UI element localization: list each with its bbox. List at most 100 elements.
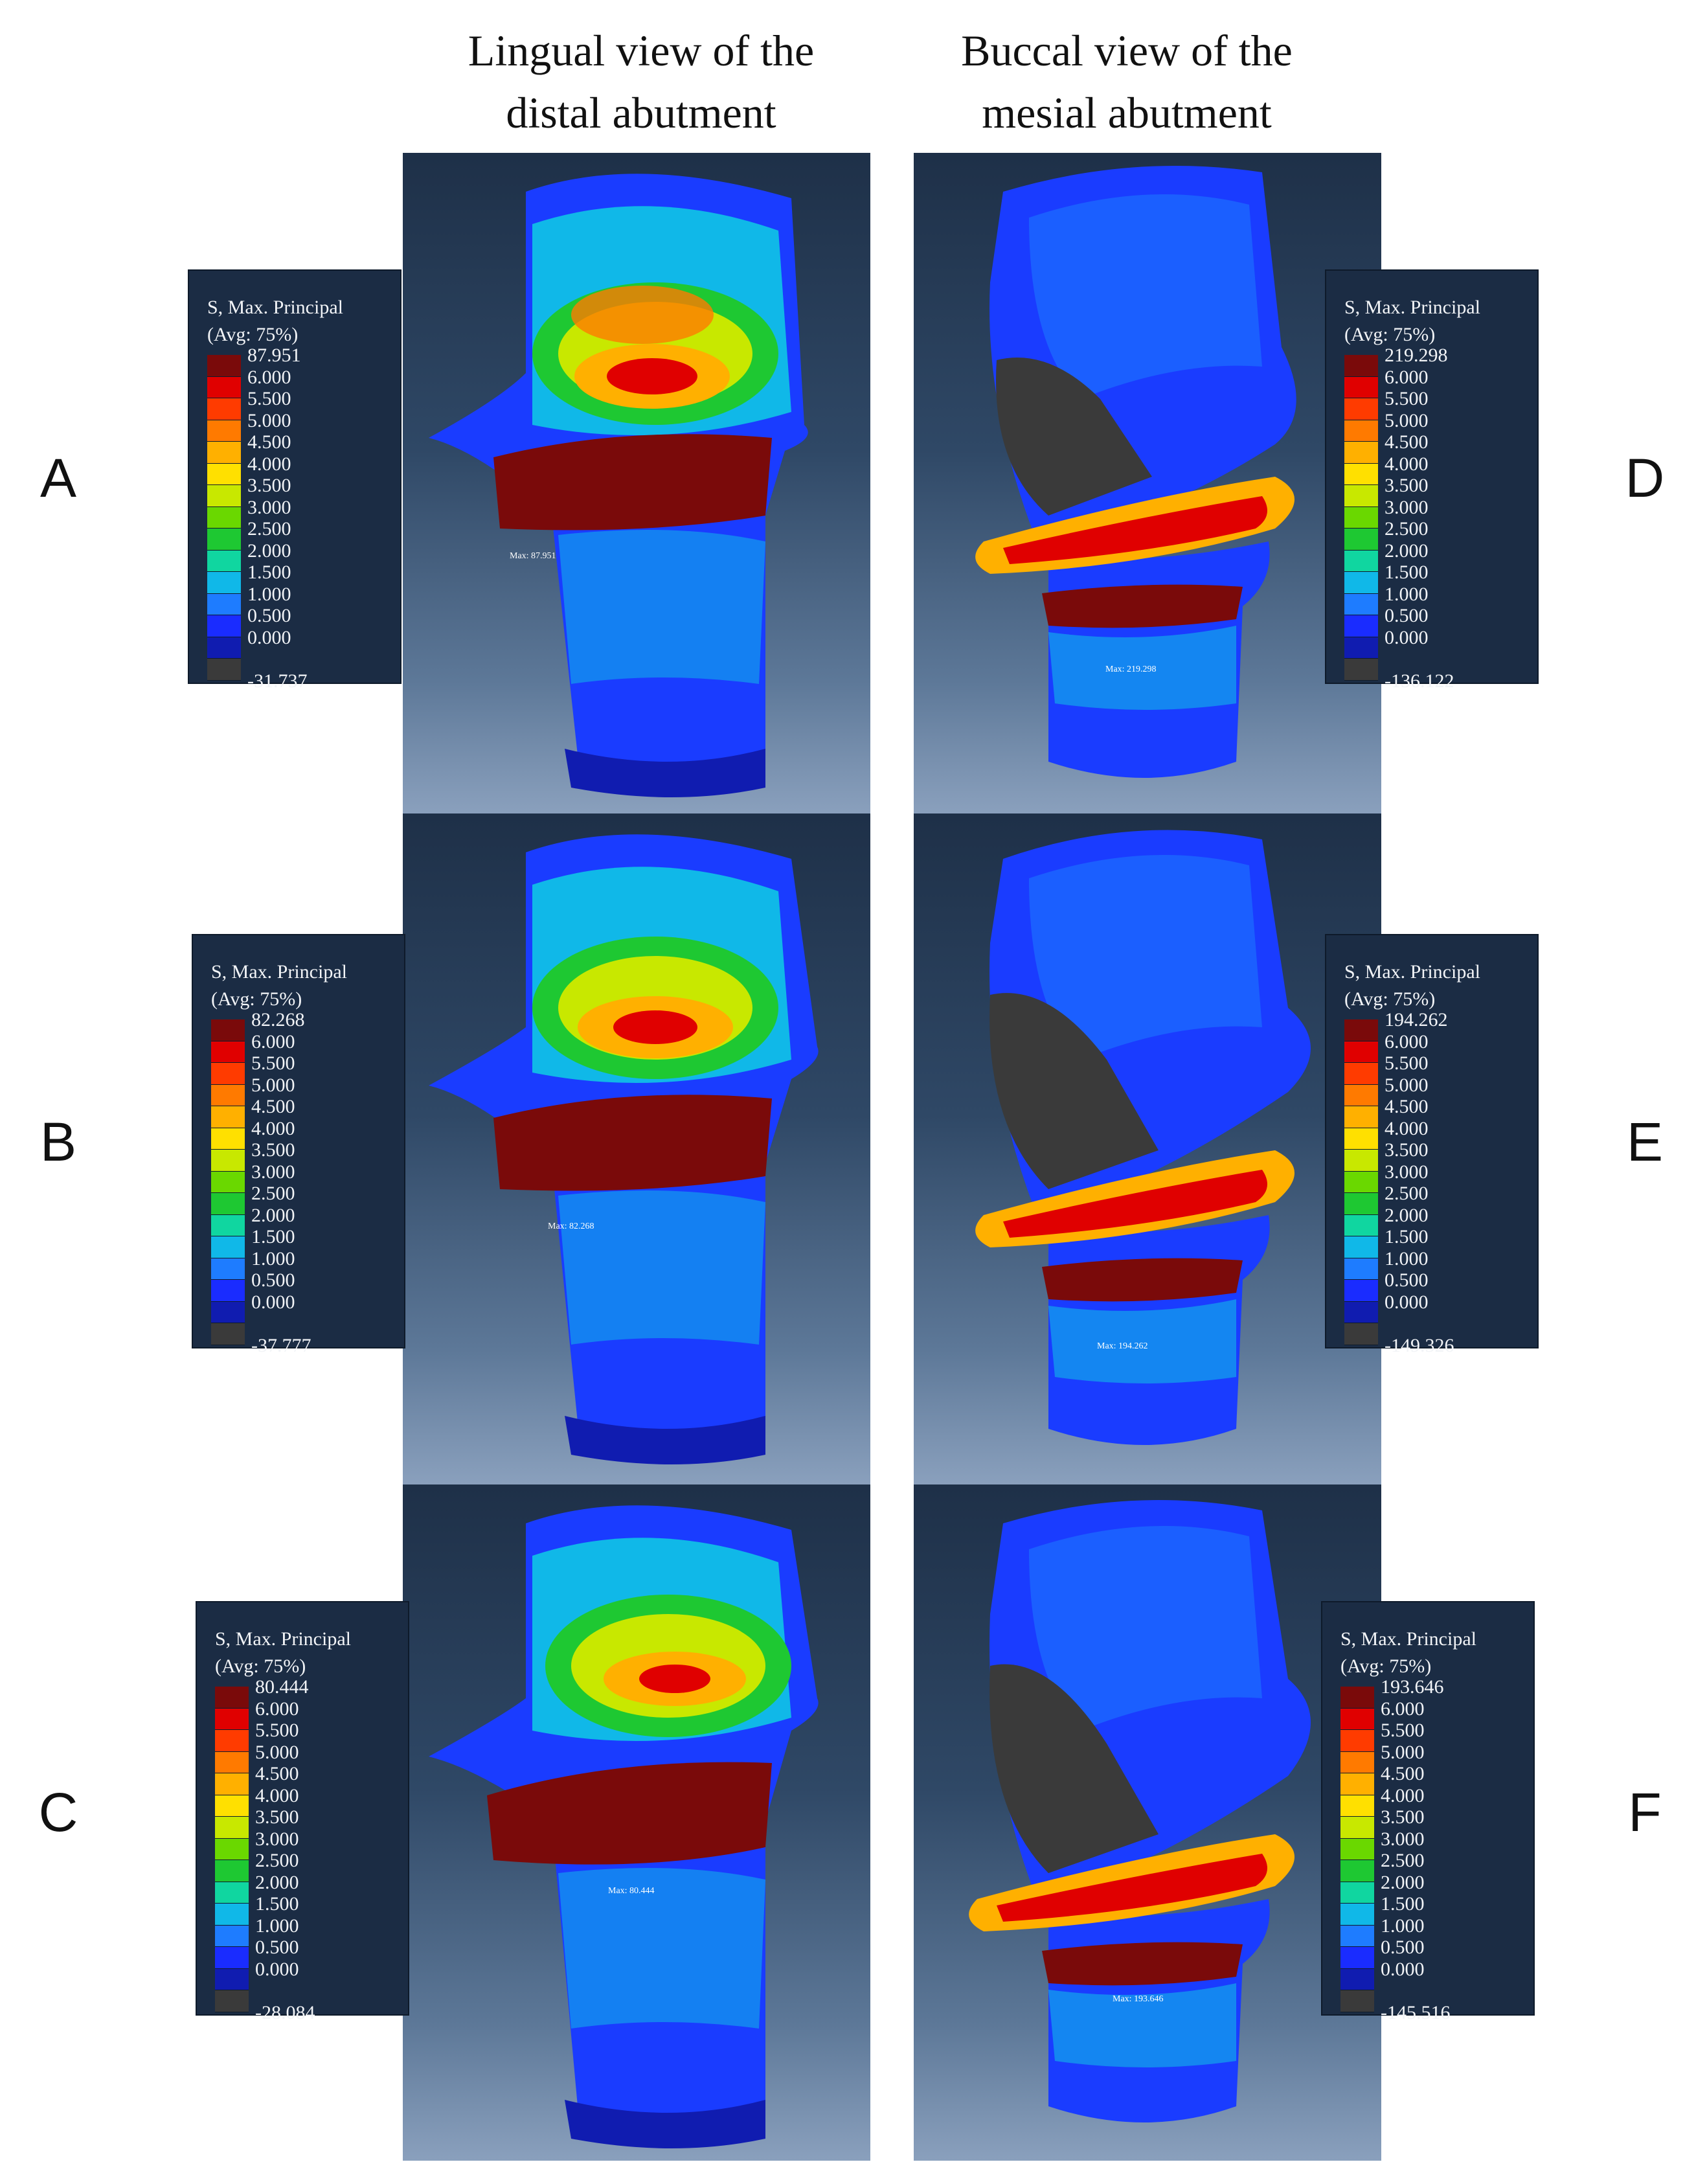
legend-value: 3.000 bbox=[1381, 1828, 1425, 1850]
legend-band: 0.000 bbox=[1344, 628, 1539, 659]
legend-swatch bbox=[207, 529, 241, 551]
legend-band: 2.000 bbox=[1340, 1872, 1535, 1904]
legend-band: 3.000 bbox=[211, 1162, 405, 1193]
legend-value: 6.000 bbox=[1381, 1698, 1425, 1720]
legend-value: 5.500 bbox=[255, 1720, 299, 1741]
legend-swatch bbox=[1344, 506, 1378, 529]
column-heading-line-2: mesial abutment bbox=[982, 88, 1272, 137]
legend-value: 1.500 bbox=[255, 1893, 299, 1915]
legend-band: 5.000 bbox=[215, 1742, 409, 1773]
legend-band: 3.500 bbox=[1340, 1808, 1535, 1839]
stress-legend-c: S, Max. Principal (Avg: 75%) 80.444 6.000 5.… bbox=[196, 1601, 409, 2023]
legend-band: 6.000 bbox=[1344, 1032, 1539, 1063]
legend-swatch bbox=[215, 1947, 249, 1969]
legend-value: 3.000 bbox=[1385, 1161, 1429, 1183]
legend-swatch bbox=[1344, 1323, 1378, 1345]
panel-a-distal-abutment: Max: 87.951 bbox=[403, 153, 870, 813]
legend-band: 3.500 bbox=[215, 1808, 409, 1839]
legend-title: S, Max. Principal (Avg: 75%) bbox=[1340, 1626, 1476, 1680]
row-label-f: F bbox=[1628, 1782, 1662, 1843]
row-label-b: B bbox=[40, 1111, 77, 1172]
legend-band: 2.000 bbox=[207, 541, 401, 572]
legend-band: 3.500 bbox=[1344, 1141, 1539, 1172]
legend-swatch bbox=[1340, 1773, 1374, 1795]
abutment-stress-plot-a bbox=[429, 174, 808, 797]
legend-value: 1.000 bbox=[1385, 583, 1429, 605]
legend-swatch bbox=[1340, 1990, 1374, 2012]
legend-band: 6.000 bbox=[207, 367, 401, 398]
legend-swatch bbox=[211, 1323, 245, 1345]
row-label-e: E bbox=[1626, 1111, 1664, 1172]
legend-value: 2.500 bbox=[1385, 1183, 1429, 1204]
stress-legend-f: S, Max. Principal (Avg: 75%) 193.646 6.000 5… bbox=[1321, 1601, 1535, 2023]
legend-band: 3.000 bbox=[1340, 1829, 1535, 1860]
legend-swatch bbox=[207, 442, 241, 464]
legend-band: 1.000 bbox=[211, 1249, 405, 1280]
legend-band: 6.000 bbox=[1344, 367, 1539, 398]
legend-swatch bbox=[211, 1280, 245, 1302]
legend-swatch bbox=[1340, 1751, 1374, 1773]
legend-value: 0.500 bbox=[255, 1937, 299, 1958]
legend-band: 5.500 bbox=[1340, 1721, 1535, 1752]
legend-band: 0.000 bbox=[211, 1292, 405, 1323]
legend-band: 5.000 bbox=[207, 411, 401, 442]
legend-value: 1.500 bbox=[247, 562, 291, 583]
abutment-stress-plot-f bbox=[969, 1500, 1311, 2122]
legend-band: 1.500 bbox=[1340, 1894, 1535, 1926]
legend-title-line: S, Max. Principal bbox=[215, 1628, 351, 1650]
legend-band: -28.084 bbox=[215, 1990, 409, 2023]
legend-band: 2.000 bbox=[215, 1872, 409, 1904]
legend-swatch bbox=[1344, 615, 1378, 637]
legend-title-line: S, Max. Principal bbox=[207, 297, 343, 318]
legend-swatch bbox=[207, 572, 241, 594]
legend-band: 1.000 bbox=[1340, 1916, 1535, 1947]
legend-band: 2.500 bbox=[1344, 519, 1539, 551]
legend-value: 6.000 bbox=[247, 366, 291, 388]
legend-value: 5.000 bbox=[255, 1741, 299, 1763]
legend-swatch bbox=[1344, 637, 1378, 659]
legend-value: 4.500 bbox=[247, 431, 291, 453]
legend-value: 1.500 bbox=[251, 1226, 295, 1247]
legend-value: 5.000 bbox=[1381, 1741, 1425, 1763]
legend-swatch bbox=[1344, 1128, 1378, 1150]
legend-swatch bbox=[211, 1128, 245, 1150]
legend-title-line: S, Max. Principal bbox=[211, 961, 347, 983]
legend-band: 4.000 bbox=[1340, 1786, 1535, 1817]
legend-value: 1.000 bbox=[1381, 1915, 1425, 1937]
legend-swatch bbox=[1340, 1860, 1374, 1882]
legend-value: 2.500 bbox=[1381, 1850, 1425, 1871]
legend-value: 5.500 bbox=[1381, 1720, 1425, 1741]
legend-band: 87.951 bbox=[207, 346, 401, 377]
legend-swatch bbox=[1344, 355, 1378, 377]
row-label-d: D bbox=[1625, 448, 1665, 508]
legend-band: 4.500 bbox=[211, 1097, 405, 1128]
legend-band: 5.500 bbox=[215, 1721, 409, 1752]
legend-swatch bbox=[1344, 659, 1378, 681]
legend-band: 2.000 bbox=[1344, 541, 1539, 572]
legend-value: 3.000 bbox=[247, 496, 291, 518]
legend-swatch bbox=[1344, 463, 1378, 485]
legend-value: 6.000 bbox=[255, 1698, 299, 1720]
legend-value: 2.000 bbox=[1385, 540, 1429, 562]
legend-value: 3.500 bbox=[251, 1139, 295, 1161]
legend-swatch bbox=[1340, 1925, 1374, 1947]
legend-swatch bbox=[1344, 1258, 1378, 1280]
legend-swatch bbox=[215, 1904, 249, 1926]
legend-value: 2.500 bbox=[251, 1183, 295, 1204]
legend-band: -149.326 bbox=[1344, 1323, 1539, 1356]
legend-band: 1.000 bbox=[215, 1916, 409, 1947]
legend-band: 0.500 bbox=[215, 1938, 409, 1969]
legend-band: 2.500 bbox=[1340, 1851, 1535, 1882]
legend-title: S, Max. Principal (Avg: 75%) bbox=[1344, 294, 1480, 348]
legend-band: 80.444 bbox=[215, 1678, 409, 1709]
column-heading-buccal-mesial: Buccal view of the mesial abutment bbox=[907, 19, 1347, 144]
legend-swatch bbox=[1344, 1171, 1378, 1193]
legend-swatch bbox=[211, 1171, 245, 1193]
legend-title-line: S, Max. Principal bbox=[1340, 1628, 1476, 1650]
legend-swatch bbox=[1340, 1882, 1374, 1904]
legend-value: 3.500 bbox=[1385, 1139, 1429, 1161]
legend-color-scale: 194.262 6.000 5.500 5.000 4.500 4.000 3.500 3.0… bbox=[1344, 1010, 1539, 1356]
legend-value: 2.000 bbox=[247, 540, 291, 562]
legend-value: 4.500 bbox=[1381, 1763, 1425, 1784]
legend-swatch bbox=[1344, 1214, 1378, 1236]
